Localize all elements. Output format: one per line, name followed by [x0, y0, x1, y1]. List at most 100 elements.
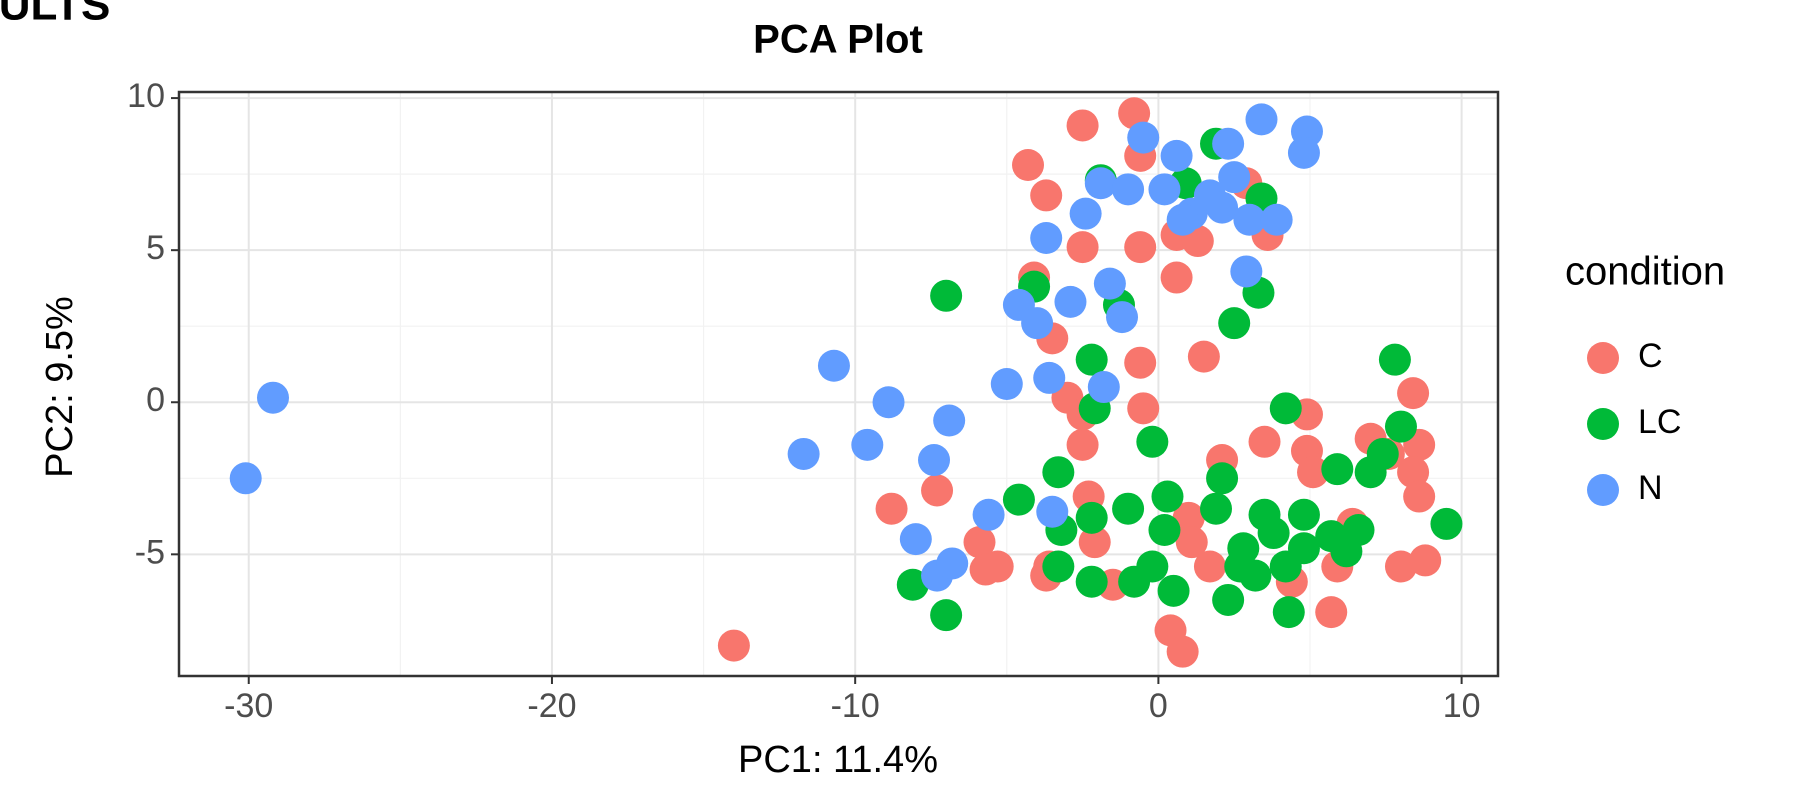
point — [1042, 550, 1075, 583]
point — [1054, 285, 1087, 318]
point — [1212, 127, 1245, 160]
point — [1036, 495, 1069, 528]
legend-swatch — [1587, 408, 1619, 440]
point — [1330, 535, 1363, 568]
point — [1321, 453, 1354, 486]
point — [787, 437, 820, 470]
point — [1136, 550, 1169, 583]
point — [1233, 203, 1266, 236]
point — [1087, 371, 1120, 404]
point — [1093, 267, 1126, 300]
legend-label: N — [1638, 469, 1663, 507]
point — [1066, 428, 1099, 461]
point — [1021, 307, 1054, 340]
point — [1127, 121, 1160, 154]
y-tick-label: 5 — [146, 229, 165, 267]
point — [1287, 498, 1320, 531]
point — [1166, 635, 1199, 668]
point — [817, 349, 850, 382]
point — [1002, 483, 1035, 516]
chart-title: PCA Plot — [753, 18, 923, 62]
point — [1315, 596, 1348, 629]
point — [1148, 514, 1181, 546]
point — [1069, 197, 1102, 230]
point — [936, 547, 969, 580]
point — [1172, 501, 1205, 534]
point — [972, 498, 1005, 531]
point — [1297, 456, 1330, 489]
point — [930, 279, 963, 312]
point — [1157, 574, 1190, 607]
point — [229, 462, 262, 495]
point — [896, 568, 929, 601]
point — [717, 629, 750, 662]
point — [1272, 596, 1305, 629]
x-tick-label: -10 — [831, 687, 880, 725]
point — [1166, 203, 1199, 236]
point — [1384, 410, 1417, 443]
legend-label: LC — [1638, 403, 1681, 441]
point — [1248, 425, 1281, 458]
point — [1224, 550, 1257, 583]
point — [1175, 526, 1208, 559]
point — [963, 526, 996, 559]
point — [918, 444, 951, 477]
point — [921, 474, 954, 507]
point — [1084, 167, 1117, 200]
point — [1030, 179, 1063, 212]
point — [1206, 462, 1239, 495]
point — [1124, 346, 1157, 379]
point — [851, 428, 884, 461]
point — [899, 523, 932, 556]
point — [1106, 301, 1139, 334]
x-tick-label: -20 — [527, 687, 576, 725]
point — [1366, 437, 1399, 470]
point — [1409, 544, 1442, 577]
point — [1127, 392, 1160, 425]
point — [1403, 480, 1436, 513]
point — [1260, 203, 1293, 236]
point — [1430, 507, 1463, 540]
y-tick-label: -5 — [135, 533, 165, 571]
x-axis-label: PC1: 11.4% — [738, 739, 938, 781]
point — [1245, 103, 1278, 136]
point — [1030, 222, 1063, 254]
legend-swatch — [1587, 342, 1619, 374]
point — [1193, 550, 1226, 583]
point — [1206, 191, 1239, 224]
point — [1078, 526, 1111, 559]
x-tick-label: 10 — [1443, 687, 1481, 725]
point — [1066, 231, 1099, 264]
point — [1033, 361, 1066, 394]
point — [256, 381, 289, 414]
point — [1112, 173, 1145, 206]
point — [875, 492, 908, 525]
point — [1187, 340, 1220, 373]
point — [1136, 425, 1169, 458]
y-tick-label: 0 — [146, 381, 165, 419]
point — [1075, 343, 1108, 376]
point — [1230, 255, 1263, 288]
point — [1075, 565, 1108, 598]
y-tick-label: 10 — [127, 77, 165, 115]
point — [872, 386, 905, 419]
point — [1075, 501, 1108, 534]
legend-label: C — [1638, 337, 1663, 375]
x-tick-label: 0 — [1149, 687, 1168, 725]
point — [933, 404, 966, 437]
legend-swatch — [1587, 474, 1619, 506]
point — [1066, 109, 1099, 142]
point — [1042, 456, 1075, 489]
point — [1397, 456, 1430, 489]
point — [1160, 139, 1193, 172]
point — [990, 368, 1023, 400]
header-text: ESULTS — [0, 0, 110, 30]
point — [1112, 492, 1145, 525]
point — [1218, 307, 1251, 340]
point — [1200, 492, 1233, 525]
point — [981, 550, 1014, 583]
point — [1012, 149, 1045, 181]
point — [1269, 392, 1302, 425]
